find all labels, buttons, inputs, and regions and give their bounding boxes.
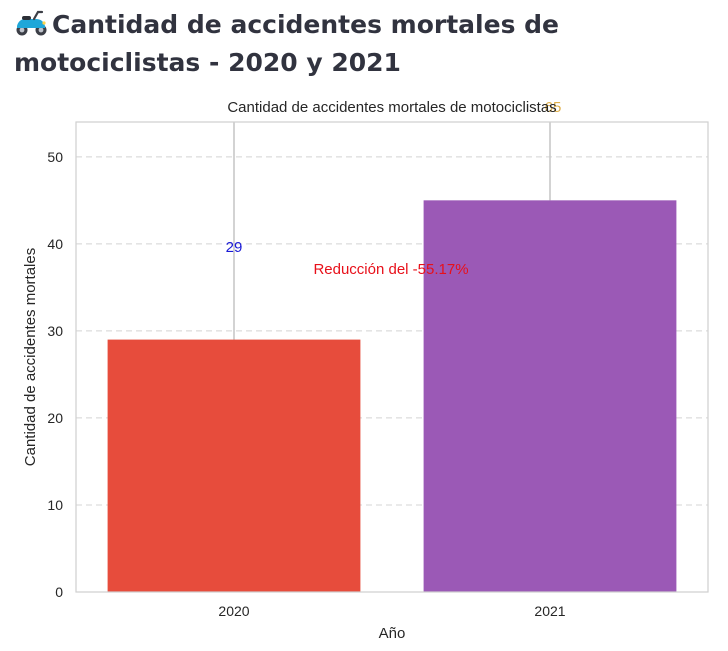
chart-title: Cantidad de accidentes mortales de motoc… xyxy=(227,99,556,116)
y-tick-label: 30 xyxy=(47,323,63,339)
page-title: Cantidad de accidentes mortales de motoc… xyxy=(14,6,714,82)
y-tick-label: 50 xyxy=(47,149,63,165)
bar-2020 xyxy=(107,339,361,592)
x-tick-label: 2021 xyxy=(534,603,565,619)
y-tick-label: 20 xyxy=(47,410,63,426)
data-label-2021: 65 xyxy=(545,99,562,116)
bars xyxy=(107,200,677,593)
reduction-annotation: Reducción del -55.17% xyxy=(313,261,468,278)
error-bars xyxy=(233,122,551,340)
y-tick-label: 10 xyxy=(47,497,63,513)
y-tick-labels: 0 10 20 30 40 50 xyxy=(47,149,63,600)
x-tick-labels: 2020 2021 xyxy=(218,603,565,619)
bar-2021 xyxy=(423,200,677,593)
page-title-text: Cantidad de accidentes mortales de motoc… xyxy=(14,10,560,77)
x-axis-label: Año xyxy=(379,625,406,642)
data-label-2020: 29 xyxy=(226,239,243,256)
motor-scooter-icon xyxy=(16,10,47,36)
y-tick-label: 0 xyxy=(55,584,63,600)
y-axis-label: Cantidad de accidentes mortales xyxy=(22,248,39,466)
y-tick-label: 40 xyxy=(47,236,63,252)
plot-frame xyxy=(75,121,709,593)
x-tick-label: 2020 xyxy=(218,603,249,619)
data-labels: 29 65 xyxy=(226,99,562,256)
